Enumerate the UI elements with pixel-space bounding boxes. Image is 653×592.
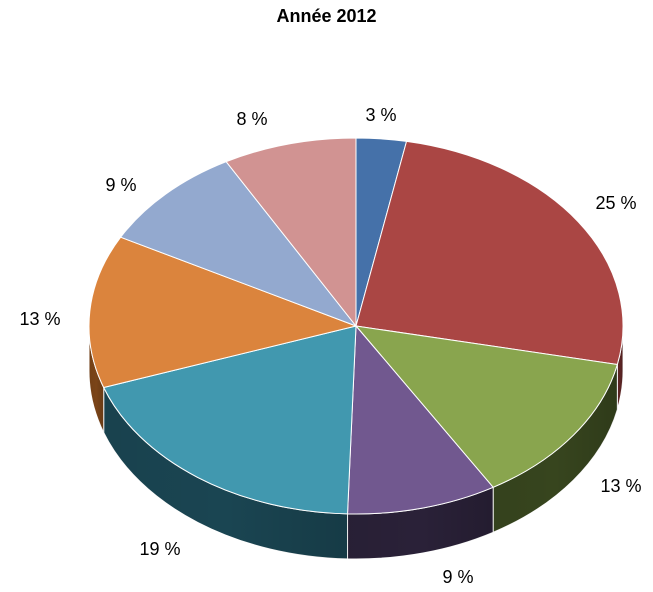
slice-side-shade-5	[103, 387, 348, 559]
slice-side-shade-6	[89, 326, 104, 433]
pie-slice-5	[103, 325, 357, 515]
pie-data-labels: 3 % 25 % 13 % 9 % 19 % 13 % 9 % 8 %	[19, 105, 641, 587]
data-label-1: 3 %	[365, 105, 396, 125]
data-label-5: 19 %	[139, 539, 180, 559]
data-label-4: 9 %	[442, 567, 473, 587]
pie-slice-7	[120, 161, 357, 327]
slice-side-shade-4	[347, 487, 494, 559]
data-label-3: 13 %	[600, 476, 641, 496]
pie-slice-3	[355, 325, 618, 488]
pie-slice-8	[225, 137, 357, 327]
pie-slice-6	[88, 236, 357, 388]
pie-slice-2	[355, 140, 624, 366]
pie-slices	[88, 137, 624, 515]
data-label-2: 25 %	[595, 193, 636, 213]
data-label-7: 9 %	[105, 175, 136, 195]
slice-side-shade-3	[493, 364, 618, 533]
pie-slice-4	[347, 325, 494, 515]
data-label-6: 13 %	[19, 309, 60, 329]
chart-title: Année 2012	[276, 6, 377, 26]
data-label-8: 8 %	[236, 109, 267, 129]
